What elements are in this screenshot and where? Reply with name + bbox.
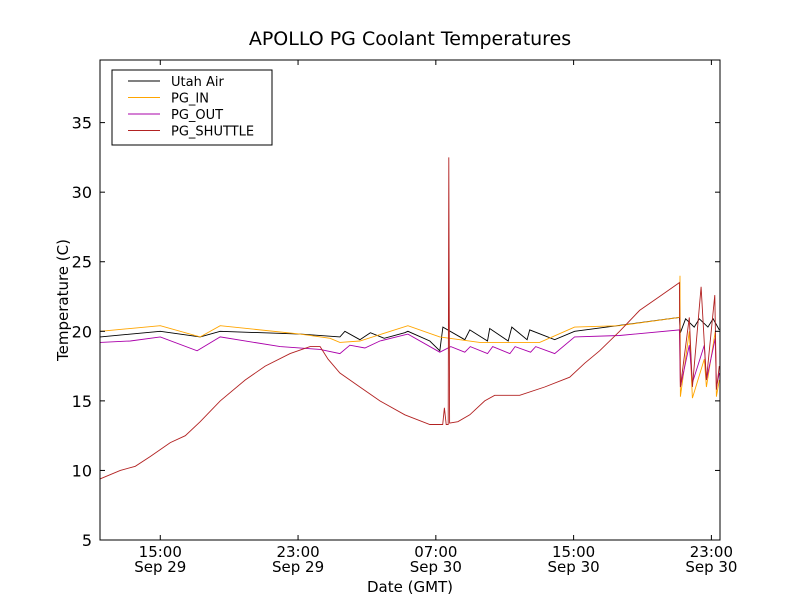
- x-tick-date-label: Sep 30: [410, 558, 462, 576]
- y-tick-label: 5: [82, 531, 92, 550]
- x-tick-date-label: Sep 29: [272, 558, 324, 576]
- legend-label: PG_IN: [171, 92, 209, 107]
- legend-label: Utah Air: [171, 75, 224, 90]
- x-tick-time-label: 15:00: [139, 543, 182, 561]
- x-tick-date-label: Sep 29: [134, 558, 186, 576]
- y-tick-label: 25: [72, 253, 92, 272]
- legend-label: PG_OUT: [171, 108, 223, 123]
- y-tick-label: 35: [72, 114, 92, 133]
- x-tick-date-label: Sep 30: [548, 558, 600, 576]
- legend-label: PG_SHUTTLE: [171, 125, 254, 140]
- series-line-pg-out: [100, 329, 720, 388]
- series-line-utah-air: [100, 316, 720, 352]
- y-tick-label: 15: [72, 392, 92, 411]
- chart-title: APOLLO PG Coolant Temperatures: [249, 28, 571, 50]
- y-tick-label: 10: [72, 461, 92, 480]
- x-tick-time-label: 23:00: [276, 543, 319, 561]
- x-tick-date-label: Sep 30: [685, 558, 737, 576]
- series-line-pg-in: [100, 275, 720, 399]
- y-tick-label: 30: [72, 183, 92, 202]
- legend-box: [111, 69, 273, 146]
- series-layer: [100, 157, 720, 480]
- x-axis-label: Date (GMT): [367, 578, 453, 596]
- x-tick-time-label: 07:00: [414, 543, 457, 561]
- series-line-pg-shuttle: [100, 157, 720, 480]
- y-axis-label: Temperature (C): [54, 239, 72, 362]
- plot-frame: [99, 59, 721, 541]
- x-tick-time-label: 23:00: [690, 543, 733, 561]
- x-tick-time-label: 15:00: [552, 543, 595, 561]
- y-tick-label: 20: [72, 322, 92, 341]
